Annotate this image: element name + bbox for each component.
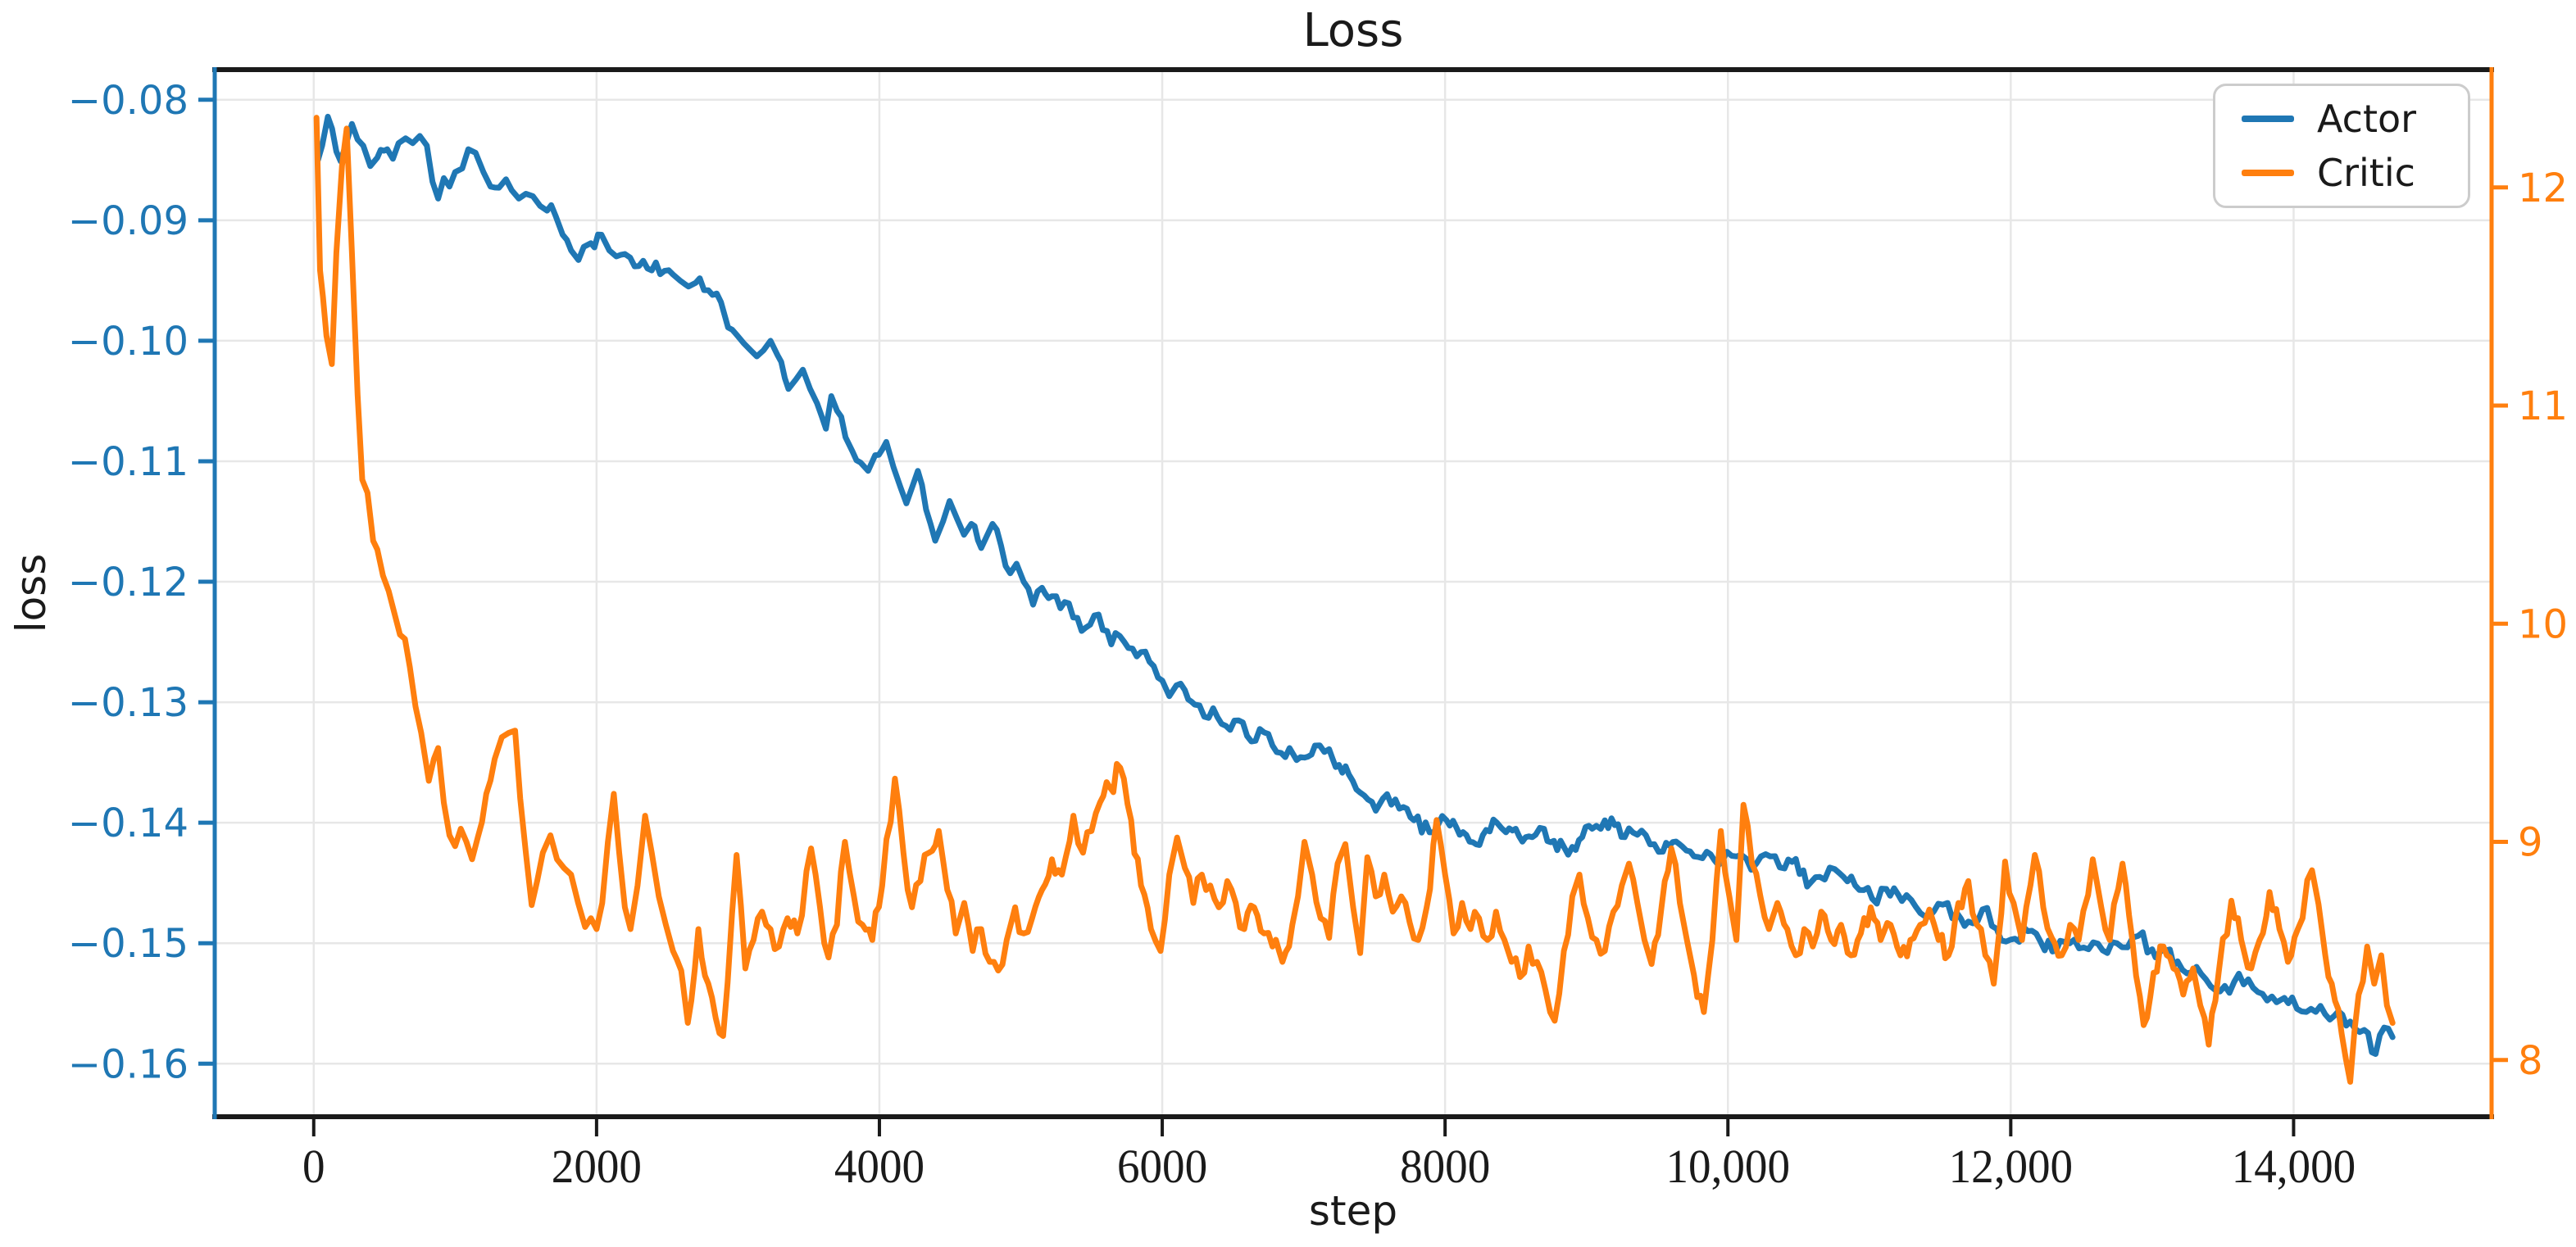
- y-left-tick-label: −0.15: [68, 921, 189, 967]
- y-left-tick-label: −0.16: [68, 1041, 189, 1087]
- critic-line: [313, 115, 2396, 1085]
- x-axis-label: step: [1308, 1187, 1398, 1235]
- y-right-tick-label: 11: [2518, 383, 2568, 429]
- y-right-tick-label: 9: [2518, 820, 2543, 866]
- legend-box: Actor Critic: [2213, 84, 2470, 208]
- y-left-tick-label: −0.09: [68, 198, 189, 244]
- series-group: [313, 113, 2396, 1085]
- x-tick-label: 2000: [552, 1141, 642, 1194]
- x-tick-label: 0: [302, 1141, 325, 1194]
- y-right-tick-label: 12: [2518, 166, 2568, 211]
- legend-item-critic: Critic: [2242, 154, 2468, 192]
- x-tick-label: 12,000: [1949, 1141, 2073, 1194]
- x-tick-label: 4000: [834, 1141, 925, 1194]
- chart-title: Loss: [1302, 4, 1404, 57]
- y-left-tick-label: −0.10: [68, 319, 189, 365]
- y-right-tick-label: 8: [2518, 1038, 2543, 1084]
- y-left-tick-label: −0.12: [68, 560, 189, 605]
- legend-item-actor: Actor: [2242, 100, 2468, 138]
- legend-label-critic: Critic: [2317, 151, 2415, 195]
- actor-line-swatch: [2242, 116, 2294, 122]
- y-left-tick-label: −0.08: [68, 78, 189, 124]
- y-left-tick-label: −0.14: [68, 800, 189, 846]
- x-tick-label: 6000: [1117, 1141, 1207, 1194]
- y-right-tick-label: 10: [2518, 601, 2568, 647]
- critic-line-swatch: [2242, 170, 2294, 176]
- y-left-tick-label: −0.11: [68, 439, 189, 485]
- y-left-tick-label: −0.13: [68, 680, 189, 726]
- gridlines: [215, 70, 2492, 1117]
- x-tick-label: 8000: [1400, 1141, 1490, 1194]
- ticks: 0 2000 4000 6000 8000 10,000 12,000 14,000 −0.08…: [68, 78, 2568, 1194]
- y-axis-label: loss: [7, 553, 55, 633]
- spines: [212, 67, 2494, 1119]
- x-tick-label: 14,000: [2232, 1141, 2356, 1194]
- legend-label-actor: Actor: [2317, 97, 2417, 141]
- x-tick-label: 10,000: [1666, 1141, 1790, 1194]
